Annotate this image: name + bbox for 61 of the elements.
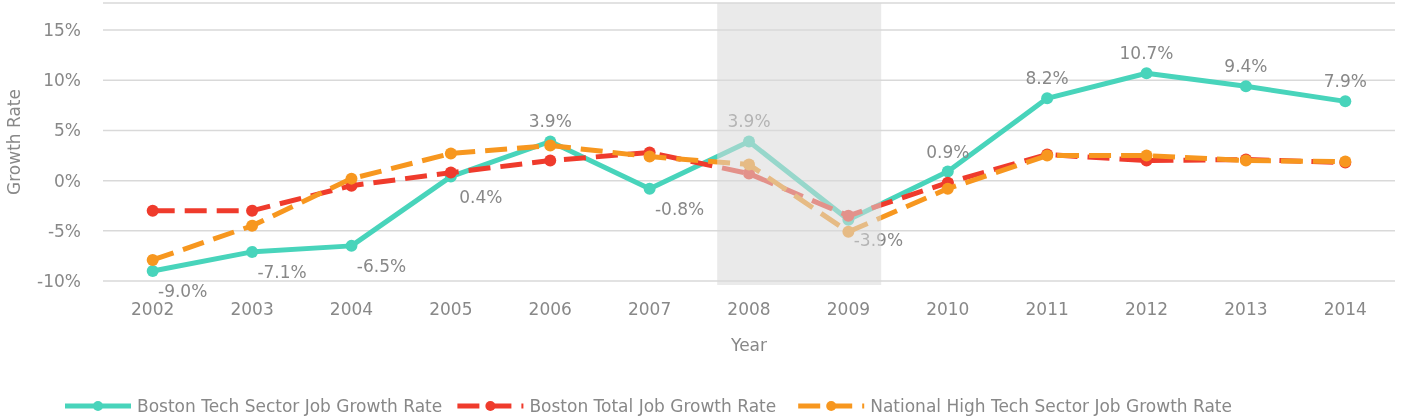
point [246, 204, 259, 217]
point [544, 139, 557, 152]
point [444, 166, 457, 179]
point [345, 239, 358, 252]
legend-label: Boston Total Job Growth Rate [529, 396, 777, 416]
y-tick-label: -10% [37, 271, 81, 291]
x-tick-label: 2007 [627, 299, 672, 319]
data-label: -6.5% [356, 255, 407, 276]
point [146, 204, 159, 217]
data-label: -0.8% [654, 198, 705, 219]
legend-label: Boston Tech Sector Job Growth Rate [137, 396, 443, 416]
x-tick-label: 2005 [429, 299, 473, 319]
point [1041, 92, 1054, 105]
point [1239, 80, 1252, 93]
point [1140, 67, 1153, 80]
point [246, 245, 259, 258]
point [544, 154, 557, 167]
point [941, 182, 954, 195]
point [246, 219, 259, 232]
y-tick-label: 10% [43, 70, 81, 91]
point [743, 135, 755, 148]
y-tick-label: 0% [54, 170, 81, 191]
point [345, 172, 358, 185]
point [842, 209, 855, 222]
point [1339, 95, 1352, 108]
data-label: 7.9% [1323, 71, 1367, 92]
data-label: 8.2% [1025, 68, 1069, 89]
x-tick-label: 2008 [727, 299, 771, 319]
x-tick-label: 2009 [826, 299, 871, 319]
x-axis-title: Year [730, 335, 767, 355]
data-label: -3.9% [853, 229, 904, 250]
x-tick-label: 2013 [1224, 299, 1268, 319]
y-axis-title: Growth Rate [4, 89, 24, 195]
point [1140, 149, 1153, 162]
point [444, 147, 457, 160]
data-label: 0.9% [926, 141, 970, 162]
x-tick-label: 2003 [230, 299, 274, 319]
x-tick-label: 2014 [1323, 299, 1367, 319]
x-tick-label: 2006 [528, 299, 572, 319]
data-label: 10.7% [1119, 43, 1174, 64]
point [743, 158, 755, 171]
x-tick-label: 2011 [1025, 299, 1069, 319]
y-tick-label: -5% [47, 220, 81, 241]
point [146, 264, 159, 277]
data-label: -7.1% [257, 261, 307, 282]
y-tick-label: 5% [54, 120, 81, 141]
x-tick-label: 2002 [131, 299, 175, 319]
y-tick-label: 15% [43, 20, 81, 41]
point [643, 150, 656, 163]
x-tick-label: 2004 [329, 299, 374, 319]
data-label: 9.4% [1224, 56, 1268, 77]
data-label: 0.4% [459, 186, 503, 207]
x-tick-label: 2012 [1124, 299, 1169, 319]
point [146, 253, 159, 266]
point [643, 182, 656, 195]
data-label: 3.9% [528, 111, 572, 132]
legend-label: National High Tech Sector Job Growth Rate [870, 396, 1232, 416]
point [842, 225, 855, 238]
data-label: -9.0% [158, 280, 208, 301]
x-tick-label: 2010 [926, 299, 970, 319]
point [941, 165, 954, 178]
